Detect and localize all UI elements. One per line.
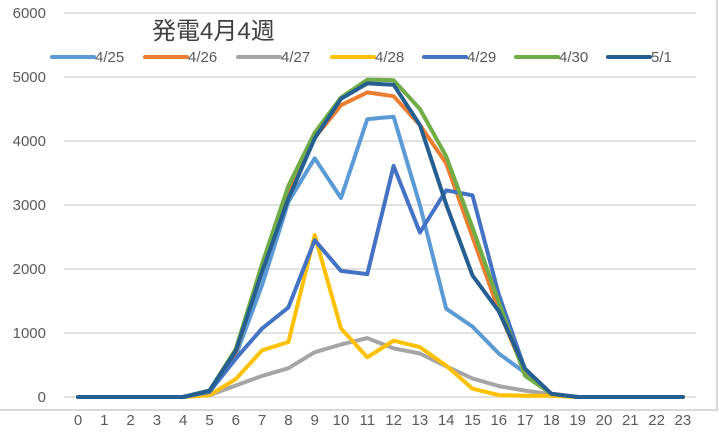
x-tick-label: 11 [360,412,376,429]
x-tick-label: 0 [74,412,82,429]
x-tick-label: 7 [258,412,266,429]
legend-item-5-1[interactable]: 5/1 [606,49,672,66]
legend: 4/25 4/26 4/27 4/28 4/29 4/30 5/1 [50,49,672,66]
x-tick-label: 18 [543,412,560,429]
y-tick-label: 0 [38,389,46,406]
legend-label: 5/1 [651,49,672,66]
y-tick-label: 3000 [13,197,46,214]
legend-label: 4/29 [467,49,496,66]
legend-label: 4/30 [559,49,588,66]
x-tick-label: 16 [490,412,507,429]
series-line-5-1[interactable] [76,81,685,399]
legend-item-4-30[interactable]: 4/30 [514,49,588,66]
x-tick-label: 21 [622,412,639,429]
y-tick-label: 4000 [13,133,46,150]
legend-item-4-25[interactable]: 4/25 [50,49,124,66]
x-tick-label: 2 [126,412,134,429]
series-lines [76,77,685,399]
legend-item-4-29[interactable]: 4/29 [422,49,496,66]
x-tick-label: 12 [385,412,402,429]
x-tick-label: 1 [100,412,108,429]
x-tick-label: 5 [205,412,213,429]
x-tick-label: 13 [412,412,429,429]
series-line-4-25[interactable] [76,114,685,399]
y-axis-ticks: 0 1000 2000 3000 4000 5000 6000 [13,5,46,406]
x-tick-label: 14 [438,412,455,429]
x-tick-label: 10 [333,412,350,429]
legend-item-4-26[interactable]: 4/26 [143,49,217,66]
gridlines [64,12,696,398]
chart-title: 発電4月4週 [152,18,275,45]
series-line-4-29[interactable] [76,164,685,399]
legend-label: 4/28 [375,49,404,66]
x-tick-label: 22 [648,412,665,429]
legend-item-4-27[interactable]: 4/27 [236,49,310,66]
x-tick-label: 17 [517,412,534,429]
chart-area: 0 1000 2000 3000 4000 5000 6000 発電4月4週 4/25 4/2… [0,0,718,411]
x-tick-label: 23 [675,412,692,429]
x-tick-label: 3 [153,412,161,429]
legend-label: 4/25 [95,49,124,66]
x-tick-label: 15 [464,412,481,429]
series-line-4-28[interactable] [76,233,685,399]
x-tick-label: 19 [569,412,586,429]
y-tick-label: 6000 [13,5,46,22]
x-tick-label: 6 [232,412,240,429]
legend-label: 4/27 [281,49,310,66]
x-tick-label: 9 [311,412,319,429]
y-tick-label: 5000 [13,69,46,86]
x-axis-ticks: 0 1 2 3 4 5 6 7 8 9 10 11 12 13 14 15 16 17 18 19 20 21 22 23 [74,412,692,429]
x-tick-label: 20 [596,412,613,429]
x-tick-label: 8 [284,412,292,429]
y-tick-label: 2000 [13,261,46,278]
y-tick-label: 1000 [13,325,46,342]
legend-item-4-28[interactable]: 4/28 [330,49,404,66]
legend-label: 4/26 [188,49,217,66]
x-tick-label: 4 [179,412,187,429]
